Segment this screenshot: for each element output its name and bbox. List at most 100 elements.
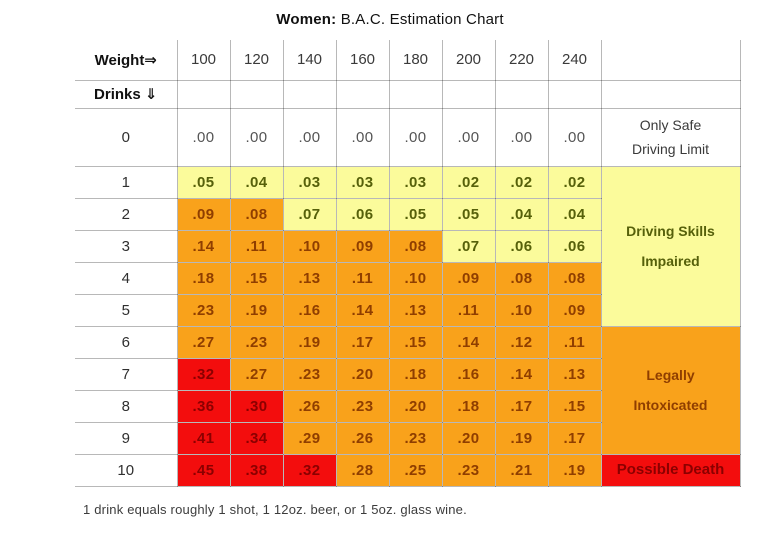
bac-value-cell: .10 [494, 293, 549, 327]
weight-value-cell: 220 [494, 40, 549, 81]
bac-value-cell: .19 [229, 293, 284, 327]
bac-value-cell: .02 [547, 165, 602, 199]
bac-value-cell: .25 [388, 453, 443, 487]
bac-value-cell: .00 [229, 107, 284, 167]
bac-value-cell: .13 [388, 293, 443, 327]
bac-value-cell: .15 [547, 389, 602, 423]
bac-value-cell: .16 [441, 357, 496, 391]
bac-value-cell: .17 [547, 421, 602, 455]
drinks-count-cell: 9 [75, 421, 178, 455]
empty-cell [494, 79, 549, 109]
chart-title-bold: Women: [276, 11, 337, 28]
bac-value-cell: .38 [229, 453, 284, 487]
bac-value-cell: .23 [282, 357, 337, 391]
zone-label-line: Only Safe [639, 117, 702, 133]
bac-value-cell: .00 [282, 107, 337, 167]
empty-cell [282, 79, 337, 109]
bac-value-cell: .45 [176, 453, 231, 487]
bac-value-cell: .14 [335, 293, 390, 327]
bac-value-cell: .07 [441, 229, 496, 263]
bac-value-cell: .08 [547, 261, 602, 295]
empty-cell [441, 79, 496, 109]
chart-title-rest: B.A.C. Estimation Chart [336, 11, 504, 28]
weight-value-cell: 200 [441, 40, 496, 81]
bac-value-cell: .05 [176, 165, 231, 199]
zone-label-line: Driving Limit [631, 141, 709, 157]
bac-value-cell: .32 [176, 357, 231, 391]
label-column-header-cell [600, 40, 741, 81]
weight-value-cell: 160 [335, 40, 390, 81]
drinks-count-cell: 8 [75, 389, 178, 423]
bac-value-cell: .12 [494, 325, 549, 359]
bac-value-cell: .04 [547, 197, 602, 231]
bac-value-cell: .34 [229, 421, 284, 455]
bac-value-cell: .00 [547, 107, 602, 167]
zone-label-safe: Only Safe Driving Limit [600, 107, 741, 167]
bac-value-cell: .18 [176, 261, 231, 295]
bac-value-cell: .27 [229, 357, 284, 391]
empty-cell [600, 79, 741, 109]
bac-value-cell: .21 [494, 453, 549, 487]
bac-value-cell: .00 [494, 107, 549, 167]
bac-value-cell: .11 [441, 293, 496, 327]
empty-cell [547, 79, 602, 109]
bac-value-cell: .15 [229, 261, 284, 295]
bac-value-cell: .06 [494, 229, 549, 263]
bac-value-cell: .08 [494, 261, 549, 295]
bac-value-cell: .16 [282, 293, 337, 327]
bac-value-cell: .06 [547, 229, 602, 263]
bac-value-cell: .32 [282, 453, 337, 487]
weight-value-cell: 240 [547, 40, 602, 81]
bac-value-cell: .30 [229, 389, 284, 423]
zone-label-line: Driving Skills [626, 223, 715, 239]
bac-value-cell: .13 [282, 261, 337, 295]
bac-value-cell: .09 [547, 293, 602, 327]
bac-value-cell: .23 [388, 421, 443, 455]
bac-value-cell: .10 [388, 261, 443, 295]
weight-value-cell: 140 [282, 40, 337, 81]
bac-value-cell: .36 [176, 389, 231, 423]
drinks-count-cell: 1 [75, 165, 178, 199]
zone-label-line: Possible Death [616, 461, 725, 478]
drinks-count-cell: 5 [75, 293, 178, 327]
bac-value-cell: .20 [335, 357, 390, 391]
bac-value-cell: .03 [282, 165, 337, 199]
bac-value-cell: .09 [176, 197, 231, 231]
bac-value-cell: .19 [547, 453, 602, 487]
bac-value-cell: .19 [282, 325, 337, 359]
zone-label-line: Impaired [641, 253, 700, 269]
bac-value-cell: .02 [494, 165, 549, 199]
zone-label-intoxicated: Legally Intoxicated [600, 325, 741, 455]
bac-value-cell: .08 [388, 229, 443, 263]
bac-value-cell: .26 [335, 421, 390, 455]
bac-value-cell: .17 [494, 389, 549, 423]
bac-value-cell: .20 [441, 421, 496, 455]
bac-value-cell: .05 [388, 197, 443, 231]
footer-note: 1 drink equals roughly 1 shot, 1 12oz. b… [83, 502, 467, 517]
bac-value-cell: .23 [229, 325, 284, 359]
bac-value-cell: .04 [494, 197, 549, 231]
bac-value-cell: .41 [176, 421, 231, 455]
zone-label-death: Possible Death [600, 453, 741, 487]
bac-value-cell: .23 [441, 453, 496, 487]
chart-title: Women: B.A.C. Estimation Chart [0, 11, 780, 28]
bac-value-cell: .17 [335, 325, 390, 359]
bac-value-cell: .23 [335, 389, 390, 423]
bac-value-cell: .11 [547, 325, 602, 359]
bac-value-cell: .20 [388, 389, 443, 423]
bac-value-cell: .26 [282, 389, 337, 423]
zone-label-impaired: Driving Skills Impaired [600, 165, 741, 327]
drinks-count-cell: 3 [75, 229, 178, 263]
bac-value-cell: .27 [176, 325, 231, 359]
bac-value-cell: .11 [335, 261, 390, 295]
bac-value-cell: .00 [441, 107, 496, 167]
bac-value-cell: .03 [335, 165, 390, 199]
bac-value-cell: .14 [176, 229, 231, 263]
bac-value-cell: .08 [229, 197, 284, 231]
drinks-count-cell: 6 [75, 325, 178, 359]
bac-value-cell: .23 [176, 293, 231, 327]
empty-cell [335, 79, 390, 109]
bac-value-cell: .18 [441, 389, 496, 423]
bac-value-cell: .03 [388, 165, 443, 199]
